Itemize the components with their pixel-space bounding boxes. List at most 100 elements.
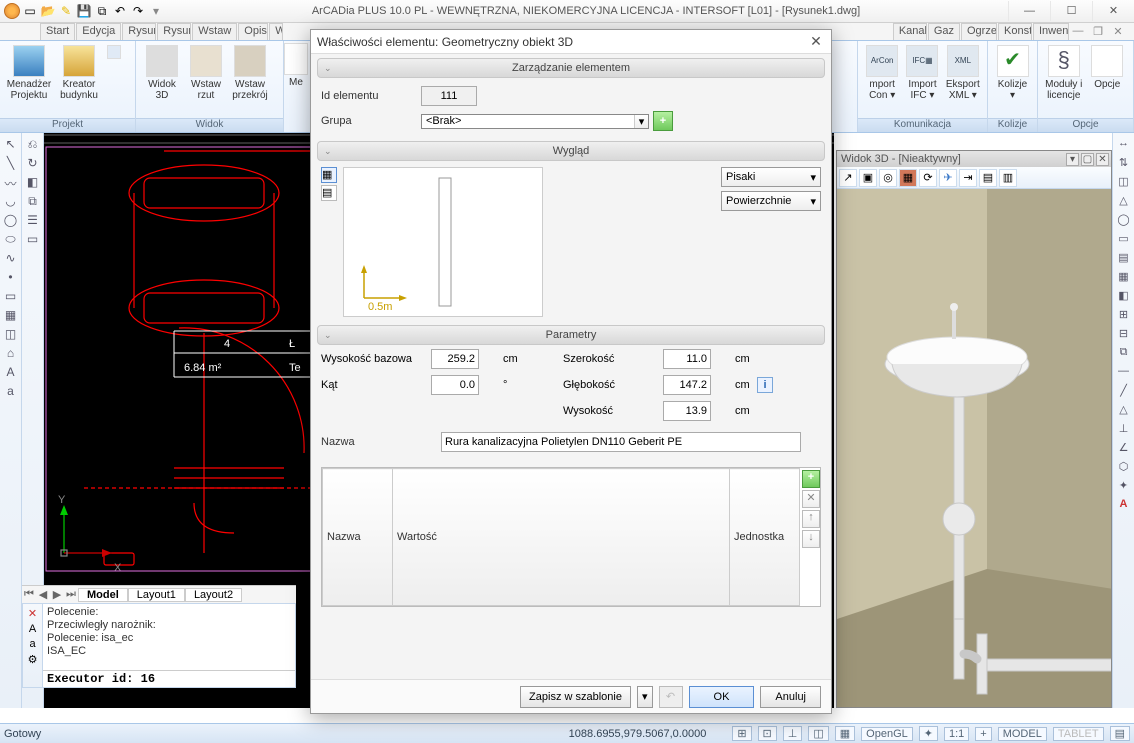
rt-a-icon[interactable]: ↔ bbox=[1116, 137, 1132, 153]
app-logo[interactable] bbox=[4, 3, 20, 19]
status-mode[interactable]: MODEL bbox=[998, 727, 1047, 741]
status-end-icon[interactable]: ▤ bbox=[1110, 726, 1130, 741]
p3d-globe-icon[interactable]: ◎ bbox=[879, 169, 897, 187]
ribbon-widok3d-button[interactable]: Widok 3D bbox=[142, 45, 182, 101]
cadtab-next-icon[interactable]: ▶ bbox=[50, 588, 64, 601]
tool-hatch-icon[interactable]: ▦ bbox=[3, 308, 19, 324]
group-dropdown[interactable]: <Brak>▾ bbox=[421, 114, 649, 129]
rt-h-icon[interactable]: ▦ bbox=[1116, 270, 1132, 286]
rt-o-icon[interactable]: △ bbox=[1116, 403, 1132, 419]
rt-d-icon[interactable]: △ bbox=[1116, 194, 1132, 210]
close-button[interactable]: ✕ bbox=[1092, 1, 1134, 21]
table-del-button[interactable]: ✕ bbox=[802, 490, 820, 508]
powierzchnie-dropdown[interactable]: Powierzchnie▾ bbox=[721, 191, 821, 211]
colhdr-nazwa[interactable]: Nazwa bbox=[323, 469, 393, 606]
tab-opisy[interactable]: Opisy bbox=[238, 23, 268, 40]
rt-p-icon[interactable]: ⊥ bbox=[1116, 422, 1132, 438]
maximize-button[interactable]: ☐ bbox=[1050, 1, 1092, 21]
table-add-button[interactable]: + bbox=[802, 470, 820, 488]
wysbaz-input[interactable] bbox=[431, 349, 479, 369]
p3d-brick-icon[interactable]: ▦ bbox=[899, 169, 917, 187]
cadtab-layout2[interactable]: Layout2 bbox=[185, 588, 242, 602]
child-close-icon[interactable]: ✕ bbox=[1110, 25, 1126, 39]
tab-gaz[interactable]: Gaz bbox=[928, 23, 960, 40]
ribbon-exportxml-button[interactable]: XMLEksport XML ▾ bbox=[945, 45, 981, 101]
console-gear-icon[interactable]: ⚙ bbox=[28, 653, 38, 666]
name-input[interactable] bbox=[441, 432, 801, 452]
qat-pencil-icon[interactable]: ✎ bbox=[58, 3, 74, 19]
status-snap3[interactable]: ⊥ bbox=[783, 726, 803, 741]
ribbon-importcon-button[interactable]: ArConmport Con ▾ bbox=[864, 45, 900, 101]
kat-input[interactable] bbox=[431, 375, 479, 395]
tool-ellipse-icon[interactable]: ⬭ bbox=[3, 232, 19, 248]
tool-text2-icon[interactable]: a bbox=[3, 384, 19, 400]
status-snap1[interactable]: ⊞ bbox=[732, 726, 751, 741]
tab-edycja[interactable]: Edycja bbox=[76, 23, 121, 40]
console-close-icon[interactable]: ✕ bbox=[28, 607, 37, 620]
status-snap2[interactable]: ⊡ bbox=[758, 726, 777, 741]
p3d-save1-icon[interactable]: ▤ bbox=[979, 169, 997, 187]
tool-rect-icon[interactable]: ▭ bbox=[3, 289, 19, 305]
p3d-save2-icon[interactable]: ▥ bbox=[999, 169, 1017, 187]
ribbon-small-button[interactable] bbox=[106, 45, 122, 59]
save-template-drop[interactable]: ▾ bbox=[637, 686, 653, 708]
cadtab-prev-icon[interactable]: ◀ bbox=[36, 588, 50, 601]
qat-new-icon[interactable]: ▭ bbox=[22, 3, 38, 19]
tab-konstr[interactable]: Konstr bbox=[998, 23, 1032, 40]
tool-home-icon[interactable]: ⌂ bbox=[3, 346, 19, 362]
tool-polyline-icon[interactable]: 〰 bbox=[3, 175, 19, 191]
status-person-icon[interactable]: ✦ bbox=[919, 726, 938, 741]
rt-m-icon[interactable]: — bbox=[1116, 365, 1132, 381]
info-button[interactable]: i bbox=[757, 377, 773, 393]
cadtab-layout1[interactable]: Layout1 bbox=[128, 588, 185, 602]
minimize-button[interactable]: — bbox=[1008, 1, 1050, 21]
rt-i-icon[interactable]: ◧ bbox=[1116, 289, 1132, 305]
qat-redo-icon[interactable]: ↷ bbox=[130, 3, 146, 19]
ribbon-kreator-button[interactable]: Kreator budynku bbox=[56, 45, 102, 101]
ribbon-projmgr-button[interactable]: Menadżer Projektu bbox=[6, 45, 52, 101]
qat-save-icon[interactable]: 💾 bbox=[76, 3, 92, 19]
tab-start[interactable]: Start bbox=[40, 23, 75, 40]
ribbon-me-button[interactable]: Me bbox=[284, 43, 308, 88]
qat-undo-icon[interactable]: ↶ bbox=[112, 3, 128, 19]
section-params[interactable]: ⌄Parametry bbox=[317, 325, 825, 345]
undo-button[interactable]: ↶ bbox=[659, 686, 683, 708]
rt-j-icon[interactable]: ⊞ bbox=[1116, 308, 1132, 324]
tab-hidden[interactable]: W bbox=[269, 23, 283, 40]
status-plus-icon[interactable]: + bbox=[975, 727, 991, 741]
tab-kanaliz[interactable]: Kanaliz bbox=[893, 23, 927, 40]
rt-s-icon[interactable]: ✦ bbox=[1116, 479, 1132, 495]
tool-region-icon[interactable]: ◫ bbox=[3, 327, 19, 343]
section-look[interactable]: ⌄Wygląd bbox=[317, 141, 825, 161]
preview-tab2-icon[interactable]: ▤ bbox=[321, 185, 337, 201]
tab-rysunek2[interactable]: Rysunek bbox=[157, 23, 191, 40]
gleb-input[interactable] bbox=[663, 375, 711, 395]
rt-k-icon[interactable]: ⊟ bbox=[1116, 327, 1132, 343]
panel3d-close-icon[interactable]: ✕ bbox=[1096, 153, 1109, 166]
p3d-cam-icon[interactable]: ⇥ bbox=[959, 169, 977, 187]
section-management[interactable]: ⌄Zarządzanie elementem bbox=[317, 58, 825, 78]
preview-tab1-icon[interactable]: ▦ bbox=[321, 167, 337, 183]
panel3d-viewport[interactable] bbox=[837, 189, 1111, 707]
tool2-b-icon[interactable]: ↻ bbox=[25, 156, 41, 172]
rt-e-icon[interactable]: ◯ bbox=[1116, 213, 1132, 229]
child-minimize-icon[interactable]: — bbox=[1070, 25, 1086, 39]
wys-input[interactable] bbox=[663, 401, 711, 421]
group-add-button[interactable]: + bbox=[653, 111, 673, 131]
child-restore-icon[interactable]: ❐ bbox=[1090, 25, 1106, 39]
status-scale[interactable]: 1:1 bbox=[944, 727, 969, 741]
tab-wstaw[interactable]: Wstaw bbox=[192, 23, 237, 40]
table-down-button[interactable]: ↓ bbox=[802, 530, 820, 548]
cadtab-model[interactable]: Model bbox=[78, 588, 128, 602]
tool-arc-icon[interactable]: ◡ bbox=[3, 194, 19, 210]
rt-t-icon[interactable]: A bbox=[1116, 498, 1132, 514]
status-snap5[interactable]: ▦ bbox=[835, 726, 855, 741]
cadtab-last-icon[interactable]: ⏭ bbox=[64, 588, 78, 601]
console-a-icon[interactable]: A bbox=[29, 623, 36, 635]
tab-inwent[interactable]: Inwent bbox=[1033, 23, 1069, 40]
rt-q-icon[interactable]: ∠ bbox=[1116, 441, 1132, 457]
tool2-d-icon[interactable]: ⧉ bbox=[25, 194, 41, 210]
ribbon-opcje-button[interactable]: Opcje bbox=[1088, 45, 1128, 90]
tool2-f-icon[interactable]: ▭ bbox=[25, 232, 41, 248]
ribbon-moduly-button[interactable]: §Moduły i licencje bbox=[1044, 45, 1084, 101]
